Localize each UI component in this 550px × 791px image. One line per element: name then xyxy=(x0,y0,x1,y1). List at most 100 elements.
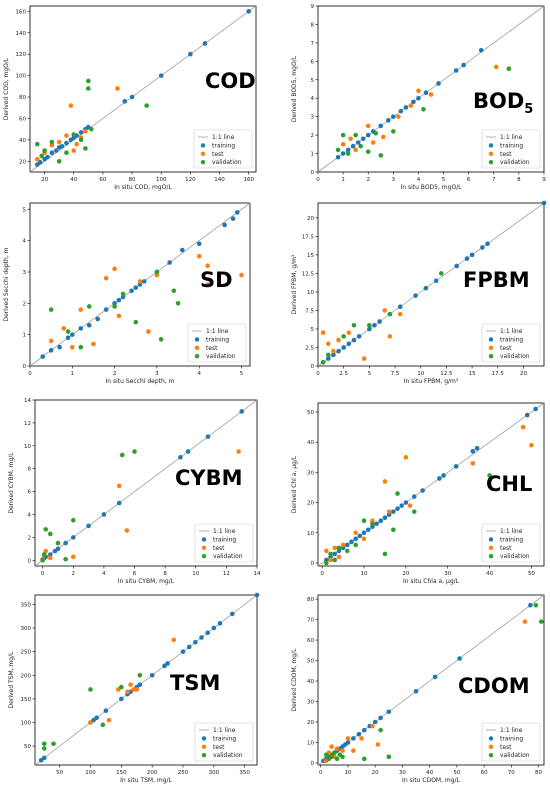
test-point xyxy=(370,140,376,145)
y-tick-label: 300 xyxy=(21,626,32,632)
y-tick-label: 70 xyxy=(307,618,314,624)
training-point xyxy=(246,9,252,14)
training-point xyxy=(437,476,442,481)
test-point xyxy=(48,338,54,344)
x-tick-label: 7.5 xyxy=(391,371,400,377)
legend-test-label: test xyxy=(213,744,225,751)
y-tick-label: 0 xyxy=(311,364,315,370)
big-label: BOD5 xyxy=(473,89,533,117)
x-tick-label: 1 xyxy=(71,371,75,377)
y-tick-label: 80 xyxy=(19,95,26,101)
x-tick-label: 150 xyxy=(116,770,127,776)
legend-line-label: 1:1 line xyxy=(206,328,229,335)
legend-training-label: training xyxy=(213,735,236,742)
validation-point xyxy=(533,602,539,608)
test-point xyxy=(340,542,346,548)
x-axis-label: In situ COD, mgO/L xyxy=(114,184,172,191)
validation-point xyxy=(332,557,338,563)
validation-point xyxy=(42,148,47,153)
training-point xyxy=(211,625,217,631)
x-tick-label: 0 xyxy=(28,371,32,377)
y-tick-label: 10 xyxy=(307,740,314,746)
y-tick-label: 9 xyxy=(311,4,315,10)
validation-point xyxy=(391,527,396,533)
test-point xyxy=(407,503,413,508)
y-tick-label: 4 xyxy=(23,239,27,245)
x-tick-label: 350 xyxy=(239,770,250,776)
y-tick-label: 20 xyxy=(19,159,26,165)
test-point xyxy=(78,307,84,312)
training-point xyxy=(167,260,172,265)
test-point xyxy=(380,134,386,140)
y-tick-label: 250 xyxy=(21,650,32,656)
training-point xyxy=(355,140,361,145)
training-point xyxy=(356,334,362,339)
training-point xyxy=(485,241,490,247)
x-tick-label: 40 xyxy=(70,177,77,183)
training-point xyxy=(199,635,204,640)
training-point xyxy=(49,150,55,156)
legend-test-swatch xyxy=(194,345,200,350)
validation-point xyxy=(86,86,91,91)
training-point xyxy=(461,62,466,68)
legend-test-label: test xyxy=(500,151,512,158)
training-point xyxy=(165,661,170,666)
training-point xyxy=(116,297,122,303)
test-point xyxy=(49,142,55,148)
training-point xyxy=(37,160,43,165)
validation-point xyxy=(41,741,47,747)
y-tick-label: 3 xyxy=(311,115,315,121)
y-tick-label: 0 xyxy=(311,561,315,567)
training-point xyxy=(398,108,404,114)
training-point xyxy=(336,348,341,354)
training-point xyxy=(464,256,470,261)
x-tick-label: 40 xyxy=(426,770,433,776)
validation-point xyxy=(487,473,492,478)
x-tick-label: 0 xyxy=(41,571,45,577)
legend-box xyxy=(193,129,253,169)
test-point xyxy=(334,746,340,751)
chart-cdom: 0 10 20 30 40 50 60 70 80 0 10 20 30 40 50 60 70 80 In sit… xyxy=(291,594,545,784)
test-point xyxy=(239,272,244,278)
training-point xyxy=(202,41,208,46)
x-tick-label: 50 xyxy=(528,571,535,577)
training-point xyxy=(41,755,47,761)
validation-point xyxy=(70,517,76,523)
validation-point xyxy=(88,126,94,132)
legend-validation-swatch xyxy=(201,753,207,758)
validation-point xyxy=(367,322,372,328)
training-point xyxy=(360,136,366,142)
x-tick-label: 50 xyxy=(453,770,460,776)
legend-training-swatch xyxy=(488,736,494,741)
legend-box xyxy=(194,523,254,563)
test-point xyxy=(340,142,346,147)
training-point xyxy=(78,130,84,135)
validation-point xyxy=(64,150,69,156)
test-point xyxy=(329,744,334,749)
validation-point xyxy=(83,146,88,151)
y-tick-label: 10 xyxy=(307,290,314,296)
training-point xyxy=(158,73,164,78)
test-point xyxy=(328,557,333,563)
test-point xyxy=(331,348,336,354)
x-tick-label: 30 xyxy=(444,571,451,577)
validation-point xyxy=(78,344,84,350)
big-label: TSM xyxy=(170,671,220,695)
training-point xyxy=(386,709,392,715)
x-tick-label: 12 xyxy=(223,571,230,577)
x-axis-label: In situ Secchi depth, m xyxy=(106,378,175,385)
y-tick-label: 0 xyxy=(28,558,32,564)
training-point xyxy=(453,68,459,73)
training-point xyxy=(356,731,362,737)
training-point xyxy=(349,539,354,545)
training-point xyxy=(70,332,75,337)
one-to-one-line xyxy=(317,594,545,766)
big-label: SD xyxy=(200,268,233,292)
training-point xyxy=(480,245,485,250)
x-tick-label: 200 xyxy=(147,770,158,776)
test-point xyxy=(382,479,388,484)
validation-point xyxy=(40,557,45,563)
validation-point xyxy=(41,746,47,751)
training-point xyxy=(119,696,124,702)
